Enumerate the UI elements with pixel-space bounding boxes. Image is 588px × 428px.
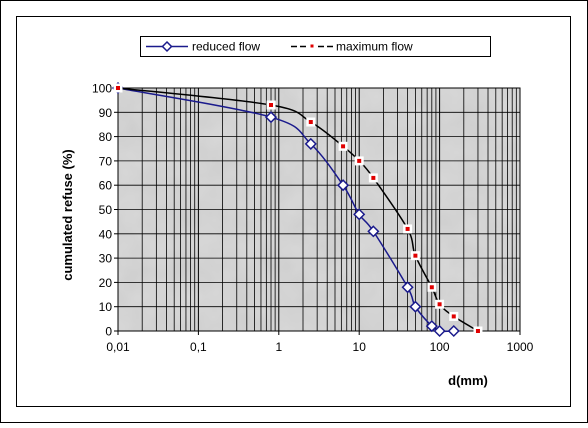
y-tick-label: 20: [99, 276, 113, 290]
x-tick-label: 0,01: [106, 340, 130, 354]
data-point-maximum-flow-dot: [116, 86, 120, 90]
data-point-maximum-flow-dot: [371, 176, 375, 180]
y-tick-label: 70: [99, 154, 113, 168]
x-axis-title: d(mm): [448, 373, 488, 388]
x-tick-label: 100: [430, 340, 450, 354]
legend-marker-maximum-flow-dot: [311, 45, 314, 48]
x-tick-label: 1000: [507, 340, 534, 354]
data-point-maximum-flow-dot: [430, 285, 434, 289]
y-tick-label: 0: [105, 325, 112, 339]
y-tick-label: 10: [99, 300, 113, 314]
data-point-maximum-flow-dot: [452, 314, 456, 318]
y-tick-label: 90: [99, 106, 113, 120]
y-tick-label: 60: [99, 179, 113, 193]
data-point-maximum-flow-dot: [406, 227, 410, 231]
data-point-maximum-flow-dot: [341, 144, 345, 148]
y-tick-label: 50: [99, 203, 113, 217]
x-tick-label: 1: [275, 340, 282, 354]
legend-label-reduced-flow: reduced flow: [192, 40, 260, 54]
data-point-maximum-flow-dot: [269, 103, 273, 107]
legend: reduced flow maximum flow: [141, 37, 491, 57]
data-point-maximum-flow-dot: [413, 254, 417, 258]
x-tick-label: 10: [353, 340, 367, 354]
data-point-maximum-flow-dot: [357, 159, 361, 163]
y-tick-label: 100: [92, 82, 112, 96]
data-point-maximum-flow-dot: [309, 120, 313, 124]
y-tick-label: 30: [99, 252, 113, 266]
data-point-maximum-flow-dot: [438, 302, 442, 306]
y-tick-label: 40: [99, 227, 113, 241]
legend-label-maximum-flow: maximum flow: [336, 40, 413, 54]
y-axis-title: cumulated refuse (%): [60, 149, 75, 280]
x-tick-label: 0,1: [190, 340, 207, 354]
y-tick-label: 80: [99, 130, 113, 144]
data-point-maximum-flow-dot: [476, 329, 480, 333]
